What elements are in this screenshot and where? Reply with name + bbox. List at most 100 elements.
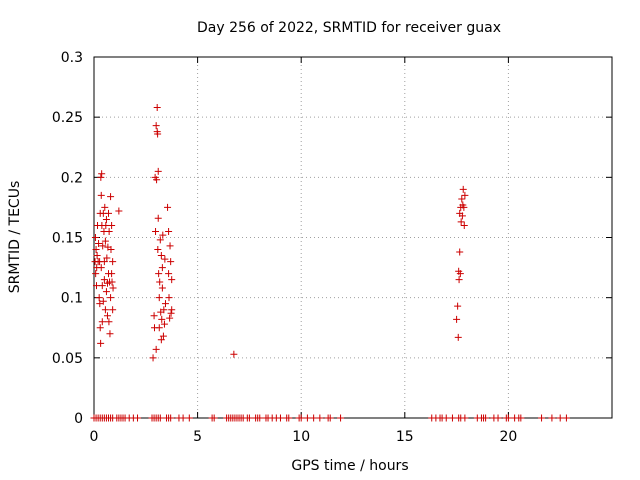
data-point (154, 214, 162, 222)
data-point (91, 234, 99, 241)
data-point (103, 312, 111, 320)
data-point (504, 414, 512, 422)
data-point (150, 312, 158, 320)
data-point (454, 302, 462, 310)
data-point (107, 246, 115, 254)
y-tick-label: 0.3 (61, 50, 83, 66)
data-point (96, 324, 104, 332)
data-point (158, 315, 166, 323)
data-point (161, 255, 169, 263)
data-point (160, 320, 168, 328)
data-point (165, 294, 173, 302)
data-point (115, 207, 123, 215)
data-point (107, 193, 115, 201)
y-tick-label: 0.2 (61, 170, 83, 186)
data-point (517, 414, 525, 422)
data-point (103, 254, 111, 262)
data-point (134, 414, 142, 422)
data-point (168, 276, 176, 284)
data-point (156, 236, 164, 244)
data-point (458, 212, 466, 220)
data-point (92, 270, 100, 278)
data-point (105, 318, 113, 326)
data-point (456, 270, 464, 278)
data-point (230, 350, 238, 358)
data-point (245, 414, 253, 422)
data-point (101, 237, 109, 245)
data-point (98, 170, 106, 178)
data-point (96, 300, 104, 308)
data-point (456, 248, 464, 256)
data-point (154, 246, 162, 254)
data-point (149, 354, 157, 362)
data-point (99, 297, 107, 305)
data-point (167, 258, 175, 266)
data-point (165, 270, 173, 278)
data-point (166, 314, 174, 322)
data-point (326, 414, 334, 422)
data-point (108, 278, 116, 286)
y-tick-label: 0.05 (52, 351, 83, 367)
data-point (153, 104, 161, 112)
data-point (460, 203, 468, 211)
data-point (154, 130, 162, 138)
data-point (102, 288, 110, 296)
data-point (168, 306, 176, 314)
data-point (538, 414, 546, 422)
data-point (105, 209, 113, 217)
data-point (316, 414, 324, 422)
data-point (285, 414, 293, 422)
data-point (256, 414, 264, 422)
data-point (297, 414, 305, 422)
data-point (185, 414, 193, 422)
data-point (155, 324, 163, 332)
y-tick-label: 0 (74, 411, 83, 427)
data-point (337, 414, 345, 422)
data-point (153, 176, 161, 184)
data-point (109, 306, 117, 314)
data-point (99, 242, 107, 250)
data-point (461, 191, 469, 199)
data-point (548, 414, 556, 422)
data-point (157, 252, 165, 260)
data-point (210, 414, 218, 422)
grid-layer (94, 57, 612, 418)
data-point (165, 227, 173, 235)
data-point (494, 414, 502, 422)
data-point (93, 252, 101, 260)
data-point (156, 414, 164, 422)
data-point (97, 264, 105, 272)
data-point (98, 318, 106, 326)
data-point (97, 173, 105, 181)
data-point (161, 300, 169, 308)
data-point (562, 414, 570, 422)
data-point (482, 414, 490, 422)
data-point (461, 414, 469, 422)
x-tick-label: 0 (90, 429, 99, 445)
data-point (458, 195, 466, 203)
x-tick-label: 10 (292, 429, 310, 445)
data-point (100, 276, 108, 284)
data-point (97, 191, 105, 199)
x-tick-label: 5 (193, 429, 202, 445)
data-point (303, 414, 311, 422)
data-point (98, 282, 106, 290)
data-point (109, 258, 117, 266)
data-point (454, 333, 462, 341)
data-point (95, 240, 103, 248)
data-point (108, 221, 116, 229)
data-point (460, 221, 468, 229)
data-point (152, 227, 160, 235)
data-point (152, 345, 160, 353)
data-point (155, 294, 163, 302)
data-point (107, 294, 115, 302)
data-point (310, 414, 318, 422)
y-tick-label: 0.25 (52, 110, 83, 126)
data-layer (90, 104, 570, 422)
tick-layer: 0 0.05 0.1 0.15 0.2 0.25 0.3 0 5 10 15 20 (52, 50, 612, 445)
data-point (158, 284, 166, 292)
data-point (276, 414, 284, 422)
data-point (159, 231, 167, 239)
data-point (166, 242, 174, 250)
